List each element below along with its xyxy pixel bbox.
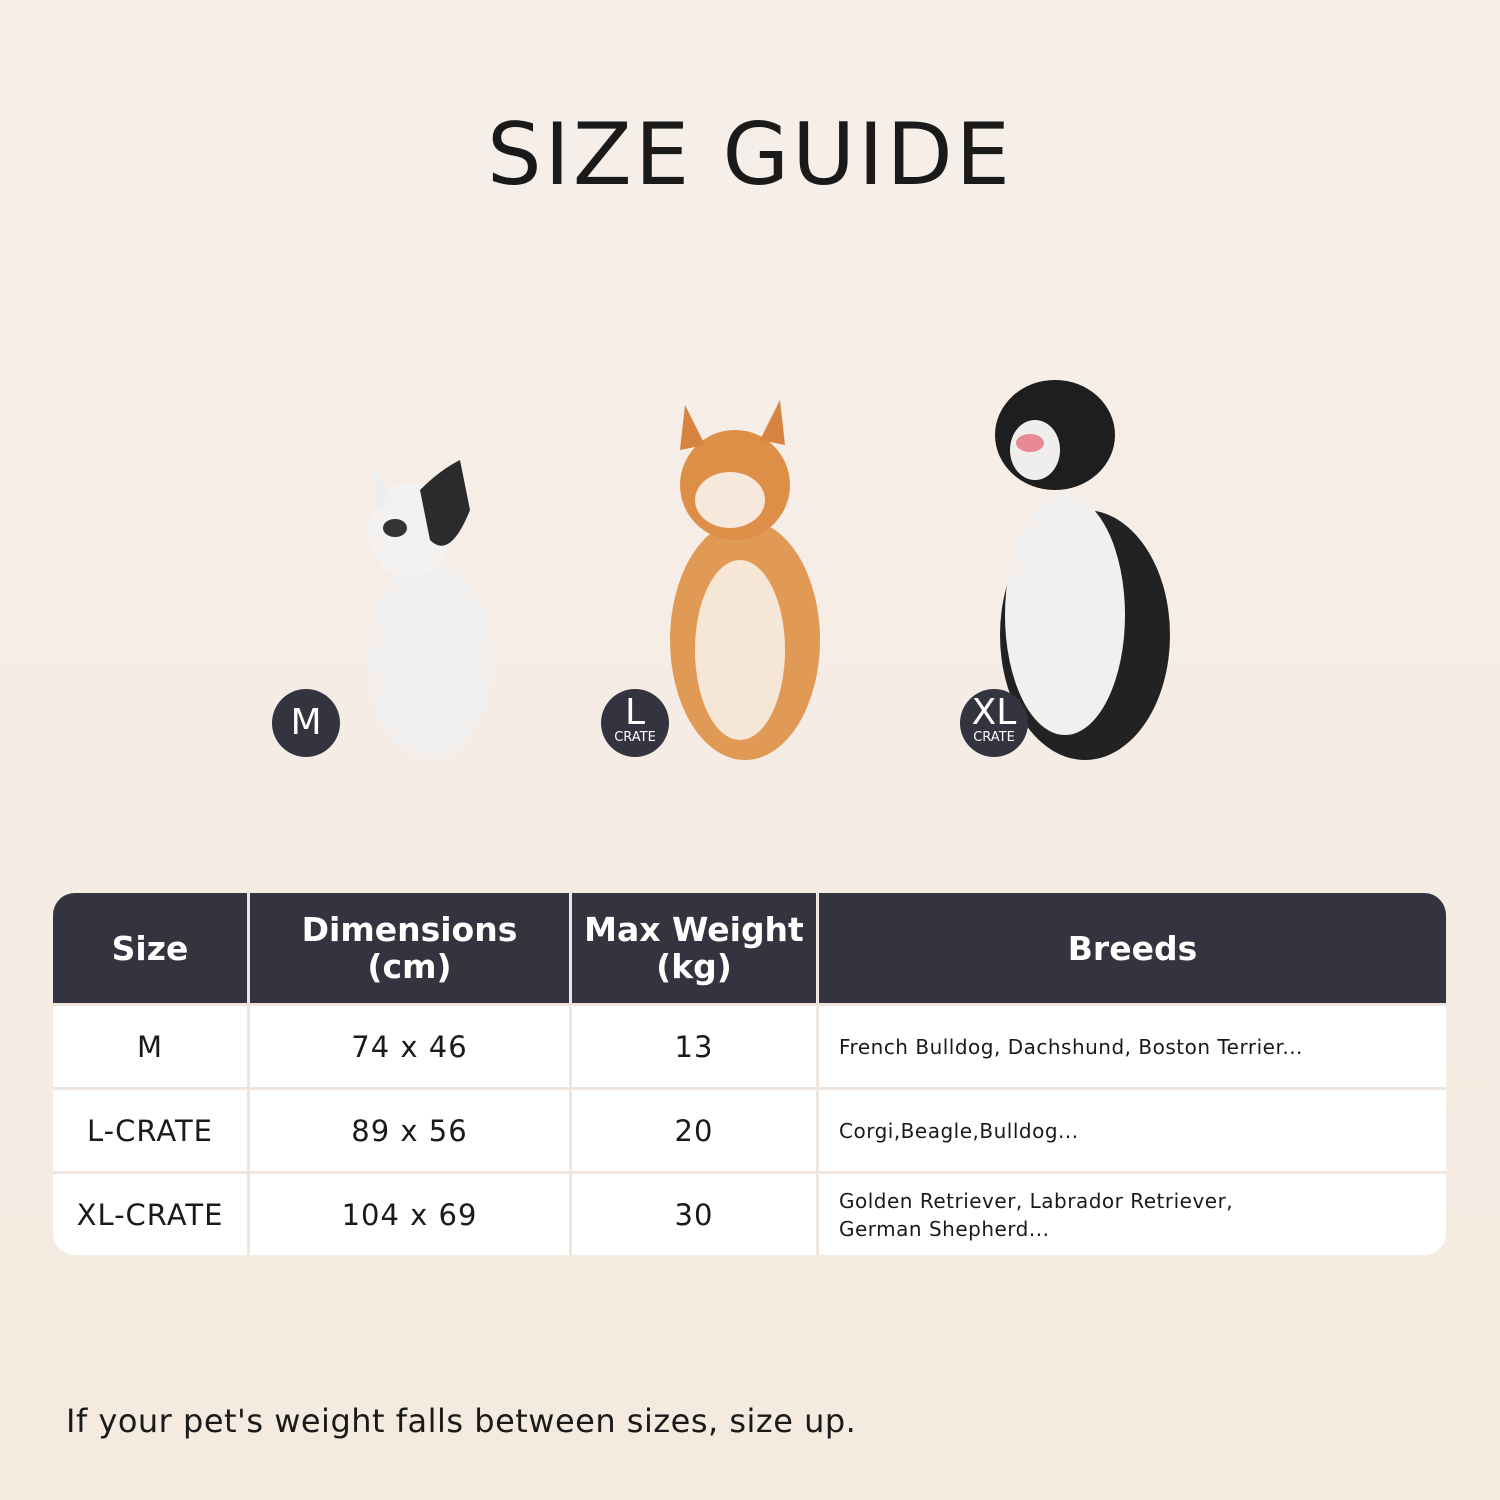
cell-size: L-CRATE: [53, 1090, 247, 1171]
page-title: SIZE GUIDE: [486, 105, 1014, 205]
cell-breeds: Corgi,Beagle,Bulldog...: [819, 1090, 1446, 1171]
size-badge-m: M: [272, 689, 340, 757]
header-size: Size: [53, 893, 247, 1003]
cell-dimensions: 74 x 46: [250, 1006, 569, 1087]
table-row: M 74 x 46 13 French Bulldog, Dachshund, …: [53, 1006, 1446, 1087]
table-header-row: Size Dimensions (cm) Max Weight (kg) Breed…: [53, 893, 1446, 1003]
table-row: XL-CRATE 104 x 69 30 Golden Retriever, L…: [53, 1174, 1446, 1255]
french-bulldog-image: [368, 460, 492, 760]
cell-max-weight: 13: [572, 1006, 816, 1087]
table-row: L-CRATE 89 x 56 20 Corgi,Beagle,Bulldog.…: [53, 1090, 1446, 1171]
cell-breeds: French Bulldog, Dachshund, Boston Terrie…: [819, 1006, 1446, 1087]
cell-breeds: Golden Retriever, Labrador Retriever, Ge…: [819, 1174, 1446, 1255]
badge-label: L: [624, 692, 646, 733]
sizing-note: If your pet's weight falls between sizes…: [66, 1402, 857, 1440]
cell-size: M: [53, 1006, 247, 1087]
cell-size: XL-CRATE: [53, 1174, 247, 1255]
header-breeds: Breeds: [819, 893, 1446, 1003]
cell-dimensions: 89 x 56: [250, 1090, 569, 1171]
badge-sublabel: CRATE: [614, 730, 656, 745]
header-max-weight: Max Weight (kg): [572, 893, 816, 1003]
border-collie-image: [995, 380, 1170, 760]
cell-max-weight: 20: [572, 1090, 816, 1171]
size-table: Size Dimensions (cm) Max Weight (kg) Breed…: [53, 893, 1446, 1255]
shiba-inu-image: [670, 400, 820, 760]
cell-max-weight: 30: [572, 1174, 816, 1255]
size-badge-l-crate: L CRATE: [601, 689, 669, 757]
badge-label: XL: [971, 692, 1017, 733]
size-badge-xl-crate: XL CRATE: [960, 689, 1028, 757]
header-dimensions: Dimensions (cm): [250, 893, 569, 1003]
badge-label: M: [290, 702, 322, 743]
cell-dimensions: 104 x 69: [250, 1174, 569, 1255]
badge-sublabel: CRATE: [973, 730, 1015, 745]
